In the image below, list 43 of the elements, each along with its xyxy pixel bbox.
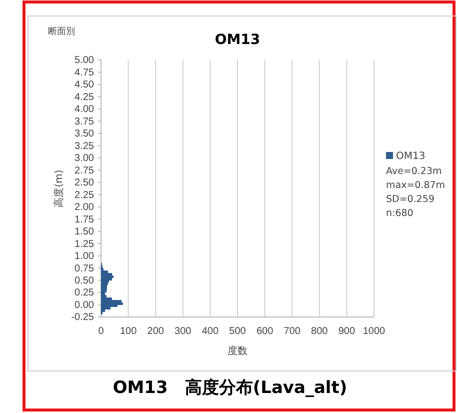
y-tick-label: 4.50: [74, 80, 94, 91]
y-tick-label: 0.50: [74, 275, 94, 286]
x-tick-label: 1000: [362, 326, 386, 338]
y-tick-label: 2.75: [74, 165, 94, 176]
x-tick-label: 0: [98, 326, 104, 338]
text: n:680: [386, 208, 414, 219]
y-tick-label: 2.00: [74, 202, 94, 214]
y-tick-label: 5.00: [74, 55, 94, 66]
legend-label: OM13: [396, 151, 426, 162]
x-tick-label: 200: [147, 326, 164, 338]
y-tick-label: 4.00: [74, 104, 94, 116]
text: OM13 高度分布(Lava_alt): [112, 378, 348, 398]
y-axis-title: 高度(m): [53, 170, 65, 208]
text: SD=0.259: [386, 194, 435, 205]
x-tick-label: 800: [311, 326, 328, 338]
text: 断面別: [48, 26, 75, 37]
x-tick-label: 100: [120, 326, 138, 338]
text: max=0.87m: [386, 180, 446, 191]
x-tick-label: 500: [229, 326, 246, 338]
x-tick-label: 900: [338, 326, 356, 338]
y-tick-label: 1.25: [74, 238, 94, 250]
x-axis-title: 度数: [228, 345, 248, 357]
x-tick-label: 600: [256, 326, 274, 338]
x-tick-label: 700: [284, 326, 301, 338]
y-tick-label: 3.50: [74, 128, 94, 140]
y-tick-label: 4.75: [74, 67, 94, 78]
y-tick-label: 1.75: [74, 214, 94, 226]
y-tick-label: 0.75: [74, 263, 94, 274]
chart-title: OM13: [214, 32, 260, 48]
y-tick-label: 4.25: [74, 92, 94, 103]
y-tick-label: 2.50: [74, 178, 94, 189]
y-tick-label: 3.25: [74, 140, 94, 152]
y-tick-label: 1.50: [74, 226, 94, 238]
text: Ave=0.23m: [386, 166, 442, 177]
y-tick-label: 3.75: [74, 116, 94, 128]
y-tick-label: -0.25: [71, 312, 94, 324]
y-tick-label: 0.00: [74, 300, 94, 311]
x-tick-label: 300: [174, 326, 192, 338]
y-tick-label: 3.00: [74, 153, 94, 164]
x-tick-label: 400: [202, 326, 219, 338]
y-tick-label: 0.25: [74, 288, 94, 299]
y-tick-label: 2.25: [74, 190, 94, 201]
y-tick-label: 1.00: [74, 251, 94, 262]
